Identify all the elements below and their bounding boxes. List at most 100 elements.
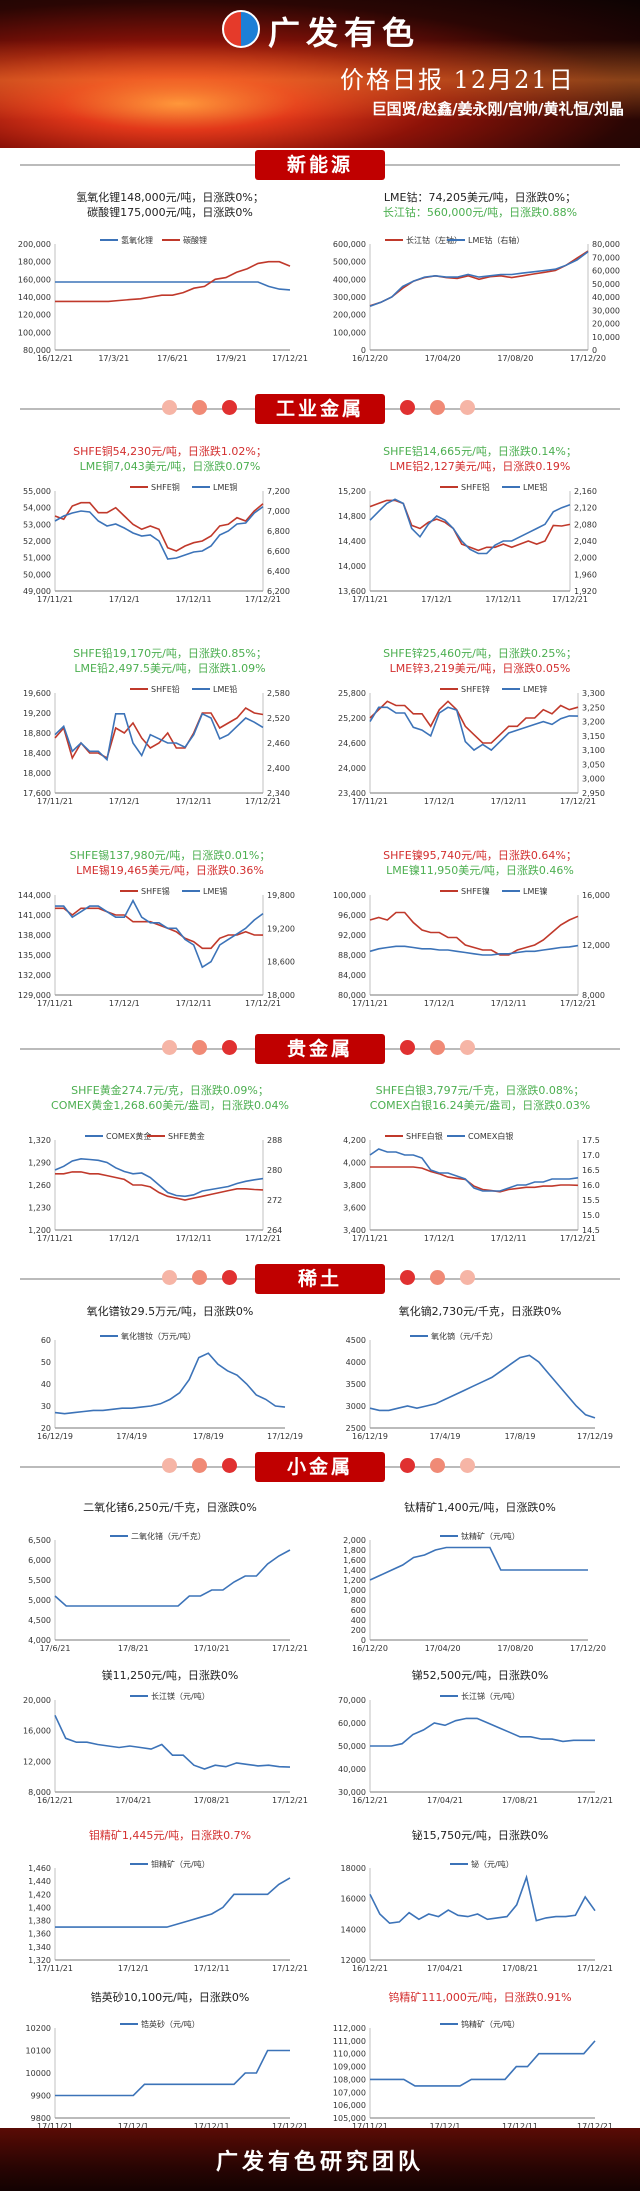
x-tick-label: 17/12/11	[491, 797, 527, 806]
caption-line: 钨精矿111,000元/吨，日涨跌0.91%	[388, 1991, 572, 2004]
dot-icon	[222, 400, 237, 415]
x-tick-label: 17/12/11	[194, 1964, 230, 1973]
series-line-0	[369, 250, 589, 307]
y-tick-label: 25,200	[338, 714, 366, 723]
y-tick-label: 3,800	[343, 1181, 366, 1190]
x-tick-label: 16/12/19	[37, 1432, 73, 1441]
x-tick-label: 17/12/1	[424, 999, 455, 1008]
y-tick-label: 0	[361, 346, 366, 355]
y2-tick-label: 19,200	[267, 924, 295, 933]
y2-tick-label: 2,460	[267, 739, 290, 748]
x-tick-label: 17/11/21	[37, 999, 73, 1008]
footer-team: 广发有色研究团队	[215, 2149, 424, 2175]
x-tick-label: 17/08/20	[497, 354, 533, 363]
x-tick-label: 17/11/21	[37, 1964, 73, 1973]
x-tick-label: 17/12/11	[502, 2122, 538, 2131]
dot-icon	[222, 1458, 237, 1473]
y2-tick-label: 3,200	[582, 718, 605, 727]
y-tick-label: 19,200	[23, 709, 51, 718]
legend-label: SHFE镍	[461, 886, 490, 896]
caption-line: 锆英砂10,100元/吨，日涨跌0%	[90, 1991, 250, 2004]
caption-line: SHFE锌25,460元/吨，日涨跌0.25%；	[383, 647, 577, 660]
y-tick-label: 53,000	[23, 520, 51, 529]
legend-label: SHFE白银	[406, 1131, 443, 1141]
x-tick-label: 16/12/21	[37, 354, 73, 363]
y-tick-label: 120,000	[18, 311, 51, 320]
series-line-0	[370, 2040, 596, 2087]
legend-label: LME铝	[523, 482, 547, 492]
y2-tick-label: 6,600	[267, 547, 290, 556]
section-precious: 贵金属	[0, 1032, 640, 1066]
x-tick-label: 17/12/1	[109, 999, 140, 1008]
dot-icon	[162, 400, 177, 415]
y-tick-label: 16000	[341, 1895, 366, 1904]
series-line-0	[54, 1714, 291, 1770]
dot-icon	[430, 1458, 445, 1473]
y-tick-label: 10000	[26, 2069, 51, 2078]
x-tick-label: 17/12/1	[424, 1234, 455, 1243]
x-tick-label: 17/04/21	[115, 1796, 151, 1805]
chart-ge: 4,000 4,500 5,000 5,500 6,000 6,500 17/6/21 17/…	[28, 1531, 308, 1653]
y2-tick-label: 272	[267, 1196, 282, 1205]
y-tick-label: 144,000	[18, 891, 51, 900]
y-tick-label: 112,000	[333, 2024, 366, 2033]
section-title: 小金属	[255, 1452, 385, 1482]
x-tick-label: 17/12/11	[176, 595, 212, 604]
y-tick-label: 14,800	[338, 512, 366, 521]
y2-tick-label: 16.0	[582, 1181, 600, 1190]
y2-tick-label: 17.5	[582, 1136, 600, 1145]
y2-tick-label: 2,520	[267, 714, 290, 723]
series-line-0	[369, 911, 579, 956]
y-tick-label: 12,000	[23, 1757, 51, 1766]
y-tick-label: 1,340	[28, 1943, 51, 1952]
y-tick-label: 109,000	[333, 2063, 366, 2072]
x-tick-label: 17/12/21	[272, 1796, 308, 1805]
price-caption: 铋15,750元/吨，日涨跌0%	[340, 1828, 620, 1843]
legend-label: LME铅	[213, 684, 237, 694]
x-tick-label: 17/4/19	[430, 1432, 461, 1441]
caption-line: LME铜7,043美元/吨，日涨跌0.07%	[79, 460, 261, 473]
y-tick-label: 135,000	[18, 951, 51, 960]
x-tick-label: 17/08/21	[194, 1796, 230, 1805]
dot-icon	[460, 400, 475, 415]
y-tick-label: 30	[41, 1402, 51, 1411]
chart-zinc: 23,400 24,000 24,600 25,200 25,800 2,950 3,000…	[338, 684, 605, 806]
chart-sb: 30,000 40,000 50,000 60,000 70,000 16/12/21 17…	[338, 1691, 613, 1805]
y2-tick-label: 15.0	[582, 1211, 600, 1220]
y-tick-label: 3,400	[343, 1226, 366, 1235]
y2-tick-label: 2,000	[574, 554, 597, 563]
legend-label: SHFE铝	[461, 482, 490, 492]
y-tick-label: 8,000	[28, 1788, 51, 1797]
caption-line: 钼精矿1,445元/吨，日涨跌0.7%	[88, 1829, 252, 1842]
y-tick-label: 19,600	[23, 689, 51, 698]
y-tick-label: 14,400	[338, 537, 366, 546]
y-tick-label: 400,000	[333, 275, 366, 284]
y-tick-label: 52,000	[23, 537, 51, 546]
x-tick-label: 17/08/21	[502, 1964, 538, 1973]
y-tick-label: 600,000	[333, 240, 366, 249]
price-caption: 镁11,250元/吨，日涨跌0%	[30, 1668, 310, 1683]
x-tick-label: 17/12/20	[570, 1644, 606, 1653]
x-tick-label: 17/8/21	[118, 1644, 149, 1653]
x-tick-label: 17/12/11	[491, 1234, 527, 1243]
y-tick-label: 12000	[341, 1956, 366, 1965]
y2-tick-label: 280	[267, 1166, 282, 1175]
y-tick-label: 50,000	[23, 570, 51, 579]
x-tick-label: 17/08/20	[497, 1644, 533, 1653]
y-tick-label: 92,000	[338, 931, 366, 940]
series-line-0	[369, 1546, 588, 1581]
y-tick-label: 138,000	[18, 931, 51, 940]
chart-w: 105,000 106,000 107,000 108,000 109,000 110,0…	[333, 2019, 613, 2131]
x-tick-label: 17/12/21	[245, 1234, 281, 1243]
y-tick-label: 105,000	[333, 2114, 366, 2123]
y-tick-label: 160,000	[18, 275, 51, 284]
caption-line: 镁11,250元/吨，日涨跌0%	[101, 1669, 239, 1682]
y2-tick-label: 2,040	[574, 537, 597, 546]
chart-cobalt: 0 100,000 200,000 300,000 400,000 500,000 600,…	[333, 235, 620, 363]
footer: 广发有色研究团队	[0, 2128, 640, 2191]
dot-icon	[192, 1458, 207, 1473]
y-tick-label: 2,000	[343, 1536, 366, 1545]
x-tick-label: 17/6/21	[157, 354, 188, 363]
y-tick-label: 1,320	[28, 1956, 51, 1965]
